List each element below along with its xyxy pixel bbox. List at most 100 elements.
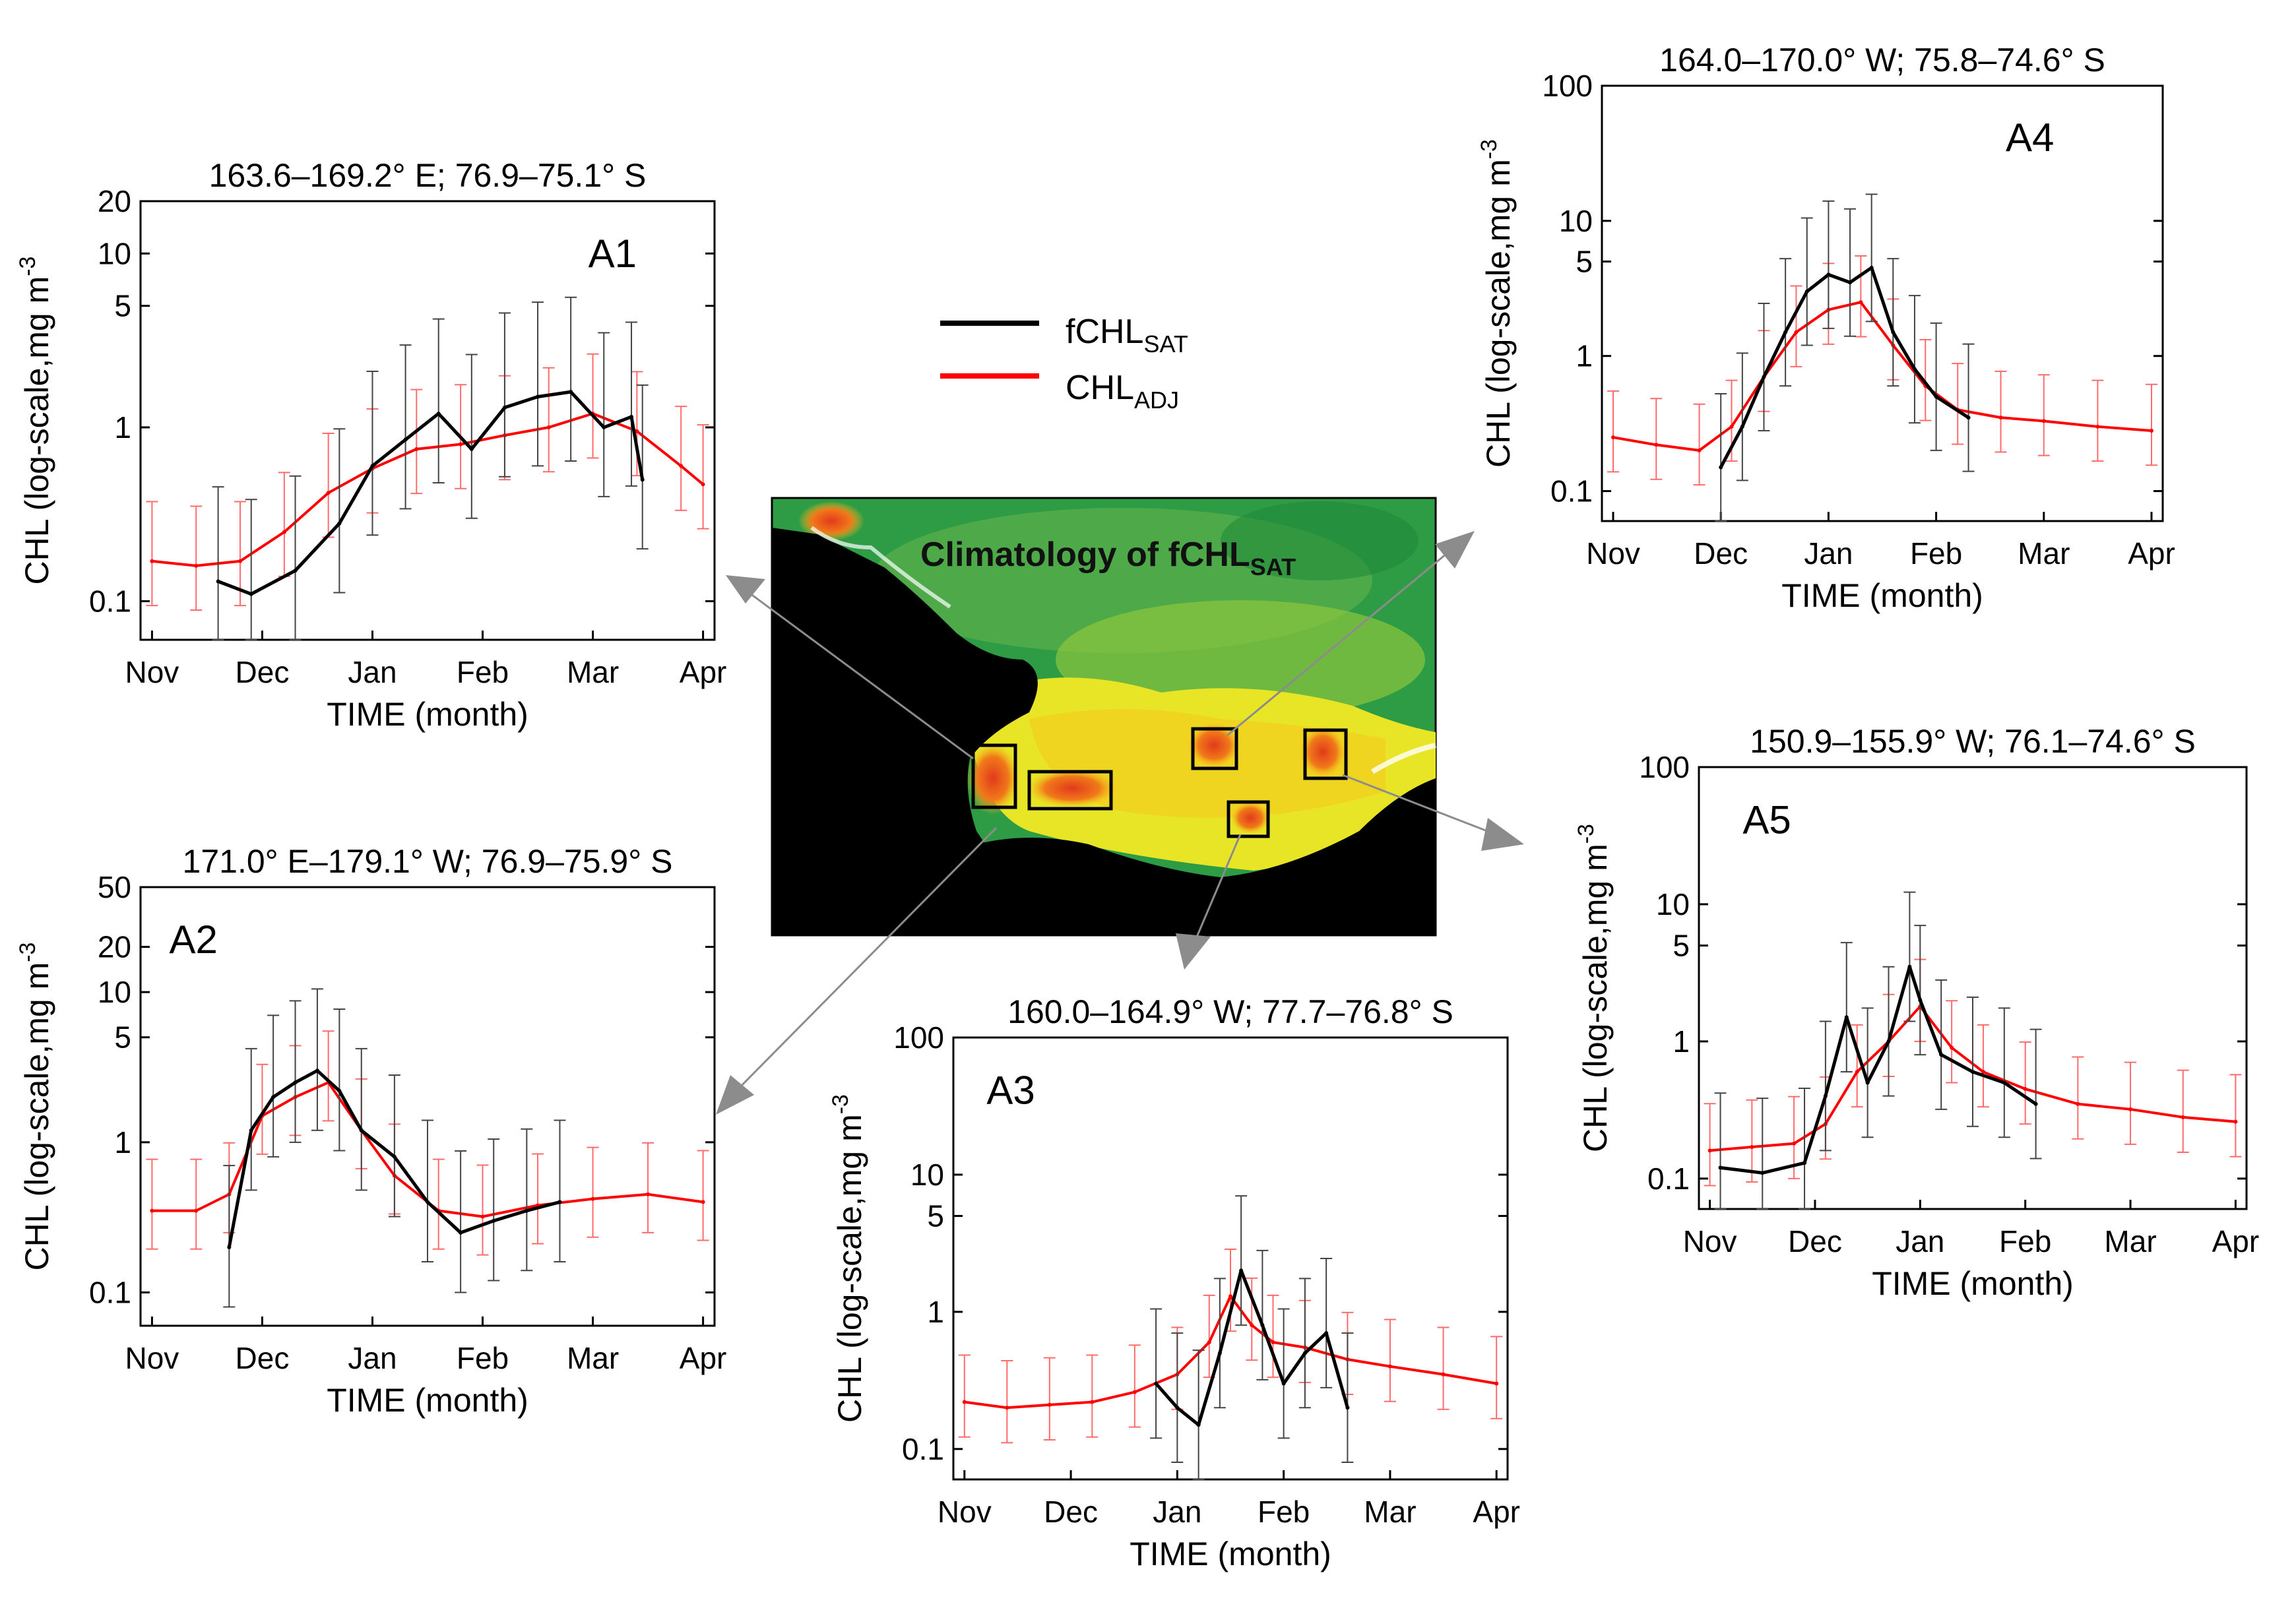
- y-tick-label: 1: [927, 1295, 944, 1329]
- x-tick-label: Dec: [1788, 1224, 1842, 1258]
- x-axis-label: TIME (month): [327, 1382, 528, 1419]
- data-point: [1707, 1148, 1712, 1153]
- data-point: [1966, 416, 1971, 420]
- data-point: [1047, 1402, 1052, 1407]
- data-point: [1971, 1070, 1975, 1074]
- y-tick-label: 10: [1559, 204, 1593, 238]
- arrow-to-a4-head: [1435, 531, 1475, 569]
- x-tick-label: Jan: [348, 1341, 397, 1375]
- x-axis-label: TIME (month): [1781, 577, 1983, 614]
- y-tick-label: 10: [1656, 887, 1690, 921]
- data-point: [1804, 289, 1809, 294]
- data-point: [392, 1154, 397, 1159]
- data-point: [1918, 998, 1923, 1003]
- map-hotspot: [1026, 768, 1118, 808]
- data-point: [2095, 424, 2100, 429]
- series-line-chl-adj: [1709, 1005, 2236, 1152]
- data-point: [2002, 1080, 2006, 1085]
- data-point: [2041, 419, 2046, 423]
- data-point: [293, 1080, 298, 1085]
- map-hotspot: [1300, 726, 1346, 778]
- x-tick-label: Apr: [680, 655, 727, 689]
- data-point: [1823, 1094, 1828, 1098]
- data-point: [629, 414, 634, 419]
- connector-arrows: [716, 531, 1524, 1115]
- arrow-to-a5: [1342, 774, 1505, 839]
- data-point: [1260, 1323, 1265, 1328]
- chart-title: 150.9–155.9° W; 76.1–74.6° S: [1750, 723, 2196, 760]
- data-point: [1826, 272, 1831, 277]
- map-hotspot: [1188, 722, 1240, 768]
- y-tick-label: 0.1: [89, 1275, 131, 1309]
- data-point: [1281, 1381, 1286, 1386]
- x-tick-label: Feb: [457, 1341, 509, 1375]
- data-point: [1934, 394, 1938, 399]
- x-tick-label: Feb: [1258, 1495, 1310, 1529]
- data-point: [459, 442, 463, 447]
- data-point: [414, 447, 419, 451]
- data-point: [1324, 1331, 1329, 1336]
- series-line-fchl-sat: [1155, 1268, 1349, 1427]
- data-point: [1891, 330, 1896, 334]
- data-point: [1718, 1165, 1723, 1170]
- legend: fCHLSAT CHLADJ: [940, 313, 1188, 414]
- data-point: [635, 429, 639, 433]
- data-point: [1729, 424, 1734, 429]
- chart-panel-a1: 163.6–169.2° E; 76.9–75.1° S 0.1 1 5 10 20 Nov…: [15, 157, 726, 733]
- x-tick-label: Jan: [348, 655, 397, 689]
- data-point: [1302, 1351, 1307, 1355]
- data-point: [1886, 1039, 1891, 1043]
- x-tick-label: Apr: [2128, 536, 2175, 571]
- data-point: [1981, 1070, 1985, 1074]
- data-point: [1271, 1340, 1275, 1345]
- climatology-map: Climatology of fCHLSAT: [771, 497, 1437, 937]
- data-point: [1762, 375, 1766, 379]
- data-point: [525, 1208, 529, 1213]
- panel-label: A3: [986, 1068, 1035, 1112]
- data-point: [469, 447, 474, 451]
- data-point: [1844, 1015, 1849, 1020]
- data-point: [1719, 465, 1723, 470]
- x-tick-label: Feb: [1910, 536, 1962, 571]
- data-point: [238, 559, 243, 563]
- arrow-to-a1-head: [726, 575, 765, 604]
- series-line-fchl-sat: [217, 390, 645, 596]
- data-point: [1855, 1070, 1859, 1074]
- data-point: [150, 1208, 154, 1213]
- x-tick-label: Apr: [680, 1341, 727, 1375]
- panel-label: A2: [170, 917, 218, 962]
- data-point: [1907, 964, 1912, 969]
- chart-panel-a5: 150.9–155.9° W; 76.1–74.6° S 0.1 1 5 10 100 No…: [1574, 723, 2259, 1302]
- data-point: [1792, 1141, 1797, 1146]
- data-point: [459, 1230, 463, 1235]
- plot-area: [1698, 766, 2248, 1210]
- y-tick-label: 100: [1542, 69, 1593, 103]
- map-green-texture: [1221, 501, 1419, 580]
- arrow-to-a3-head: [1176, 933, 1211, 970]
- y-tick-label: 20: [98, 184, 131, 218]
- y-tick-label: 5: [114, 289, 131, 323]
- x-tick-label: Dec: [236, 1341, 290, 1375]
- y-tick-label: 10: [98, 975, 131, 1009]
- data-point: [1654, 443, 1659, 447]
- data-point: [282, 530, 286, 534]
- data-point: [1783, 330, 1788, 334]
- data-point: [602, 425, 606, 429]
- chart-panels: 163.6–169.2° E; 76.9–75.1° S 0.1 1 5 10 20 Nov…: [15, 42, 2259, 1572]
- data-point: [227, 1245, 232, 1249]
- map-hotspot: [967, 742, 1019, 815]
- x-tick-label: Apr: [2212, 1224, 2260, 1258]
- x-tick-label: Nov: [125, 655, 179, 689]
- map-box-a4: [1191, 727, 1238, 770]
- data-point: [370, 464, 375, 468]
- data-point: [1802, 1161, 1807, 1165]
- data-point: [1090, 1400, 1095, 1404]
- y-tick-label: 100: [1639, 750, 1690, 784]
- data-point: [2033, 1101, 2038, 1106]
- data-point: [1217, 1351, 1222, 1355]
- map-title: Climatology of fCHLSAT: [920, 536, 1296, 580]
- map-box-a3: [1227, 800, 1270, 838]
- y-tick-label: 5: [1673, 929, 1690, 963]
- x-tick-label: Nov: [125, 1341, 179, 1375]
- data-point: [1132, 1390, 1137, 1394]
